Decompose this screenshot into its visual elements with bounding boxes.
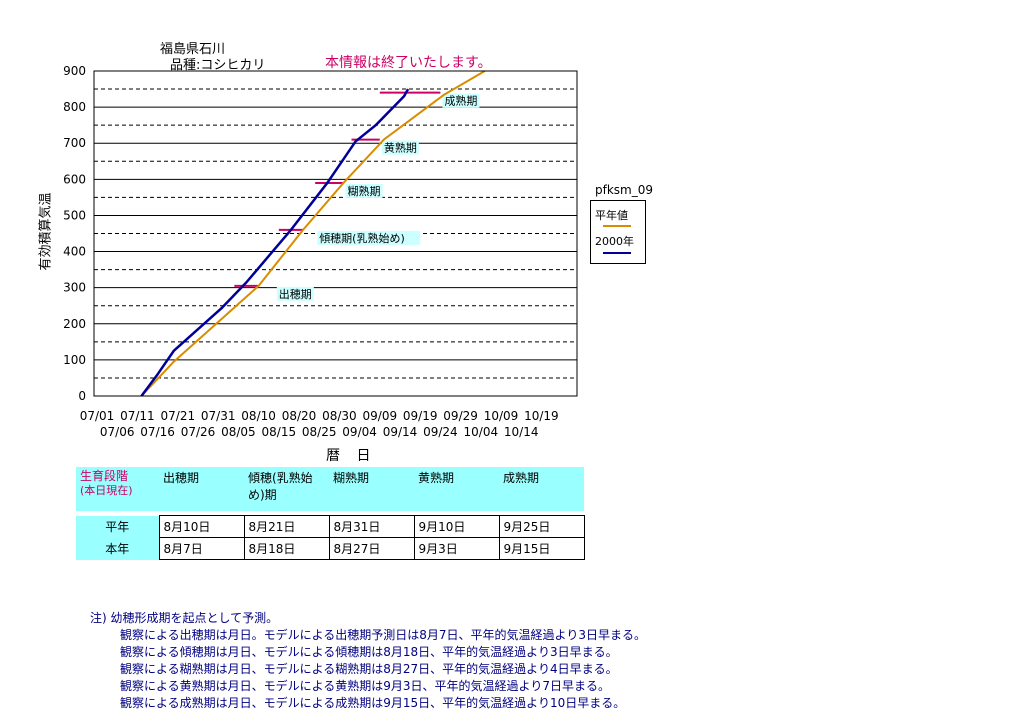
y-tick-label: 100	[63, 353, 86, 367]
stage-label-bg	[345, 183, 383, 198]
table-cell: 9月25日	[498, 515, 585, 538]
table-cell: 8月31日	[328, 515, 415, 538]
y-tick-label: 0	[78, 389, 86, 403]
table-header: 黄熟期	[414, 467, 499, 511]
note-line: 観察による傾穂期は月日、モデルによる傾穂期は8月18日、平年的気温経過より3日早…	[120, 645, 618, 659]
table-cell: 9月10日	[413, 515, 500, 538]
chart-title-location: 福島県石川	[160, 42, 226, 57]
stage-label-bg	[317, 230, 421, 245]
corner-line2: (本日現在)	[80, 484, 133, 497]
stage-label-bg	[381, 140, 419, 155]
legend-line-2000	[603, 252, 631, 254]
table-row: 本年 8月7日 8月18日 8月27日 9月3日 9月15日	[76, 537, 585, 560]
stage-label: 出穂期	[279, 287, 312, 301]
stage-label-bg	[276, 286, 314, 301]
table-cell: 8月18日	[243, 537, 330, 560]
corner-line1: 生育段階	[80, 469, 129, 483]
table-header: 傾穂(乳熟始め)期	[244, 467, 329, 511]
x-tick-label: 10/14	[504, 425, 539, 439]
note-line: 観察による黄熟期は月日、モデルによる黄熟期は9月3日、平年的気温経過より7日早ま…	[120, 679, 610, 693]
x-tick-label: 10/04	[464, 425, 499, 439]
y-tick-label: 700	[63, 136, 86, 150]
table-cell: 9月15日	[498, 537, 585, 560]
x-tick-label: 08/05	[221, 425, 256, 439]
y-tick-label: 900	[63, 64, 86, 78]
x-tick-label: 07/21	[161, 409, 196, 423]
x-tick-label: 07/01	[80, 409, 115, 423]
x-tick-label: 08/20	[282, 409, 317, 423]
note-line: 観察による成熟期は月日、モデルによる成熟期は9月15日、平年的気温経過より10日…	[120, 696, 626, 710]
x-tick-label: 09/14	[383, 425, 418, 439]
y-tick-label: 600	[63, 172, 86, 186]
x-tick-label: 09/24	[423, 425, 458, 439]
y-tick-label: 800	[63, 100, 86, 114]
y-tick-label: 500	[63, 208, 86, 222]
x-axis-label: 暦 日	[326, 448, 377, 464]
table-cell: 8月7日	[158, 537, 245, 560]
x-tick-label: 07/31	[201, 409, 236, 423]
x-tick-label: 07/11	[120, 409, 155, 423]
table-header: 糊熟期	[329, 467, 414, 511]
x-tick-label: 07/06	[100, 425, 135, 439]
legend-label-2000: 2000年	[595, 235, 634, 248]
row-label: 本年	[76, 537, 159, 560]
x-tick-label: 10/19	[524, 409, 559, 423]
table-cell: 8月21日	[243, 515, 330, 538]
table-header: 出穂期	[159, 467, 244, 511]
x-tick-label: 08/10	[241, 409, 276, 423]
y-tick-label: 200	[63, 317, 86, 331]
table-cell: 9月3日	[413, 537, 500, 560]
legend: 平年値 2000年	[590, 200, 646, 264]
notes-head: 注) 幼穂形成期を起点として予測。	[90, 611, 279, 625]
table-cell: 8月10日	[158, 515, 245, 538]
notice-text: 本情報は終了いたします。	[325, 55, 492, 71]
x-tick-label: 10/09	[484, 409, 519, 423]
table-header: 成熟期	[499, 467, 584, 511]
legend-line-normal	[603, 225, 631, 227]
stage-label: 黄熟期	[384, 141, 417, 155]
table-cell: 8月27日	[328, 537, 415, 560]
stage-label: 傾穂期(乳熟始め)	[319, 231, 405, 245]
chart-plot: 0 100 200 300 400 500 600 700 800 900 07/01 07/11 0…	[63, 64, 578, 439]
stage-table: 生育段階 (本日現在) 出穂期 傾穂(乳熟始め)期 糊熟期 黄熟期 成熟期 平年 …	[76, 467, 585, 560]
x-tick-label: 07/16	[140, 425, 175, 439]
x-tick-label: 09/29	[443, 409, 478, 423]
x-tick-label: 07/26	[181, 425, 216, 439]
legend-label-normal: 平年値	[595, 209, 628, 222]
x-tick-label: 09/04	[342, 425, 377, 439]
x-tick-label: 08/30	[322, 409, 357, 423]
table-corner: 生育段階 (本日現在)	[76, 467, 159, 511]
x-tick-label: 09/09	[363, 409, 398, 423]
x-tick-label: 08/25	[302, 425, 337, 439]
note-line: 観察による糊熟期は月日、モデルによる糊熟期は8月27日、平年的気温経過より4日早…	[120, 662, 618, 676]
series-line-normal	[140, 70, 486, 397]
row-label: 平年	[76, 515, 159, 538]
x-tick-label: 09/19	[403, 409, 438, 423]
x-tick-label: 08/15	[262, 425, 297, 439]
chart-title-variety: 品種:コシヒカリ	[170, 58, 266, 73]
series-line-2000	[140, 88, 410, 397]
stage-label: 糊熟期	[347, 184, 380, 198]
y-tick-label: 300	[63, 281, 86, 295]
legend-title: pfksm_09	[595, 183, 654, 197]
stage-label-bg	[442, 93, 480, 108]
table-row: 平年 8月10日 8月21日 8月31日 9月10日 9月25日	[76, 515, 585, 538]
y-tick-label: 400	[63, 245, 86, 259]
notes: 注) 幼穂形成期を起点として予測。 観察による出穂期は月日。モデルによる出穂期予…	[90, 610, 646, 712]
stage-label: 成熟期	[444, 94, 477, 108]
note-line: 観察による出穂期は月日。モデルによる出穂期予測日は8月7日、平年的気温経過より3…	[120, 628, 646, 642]
